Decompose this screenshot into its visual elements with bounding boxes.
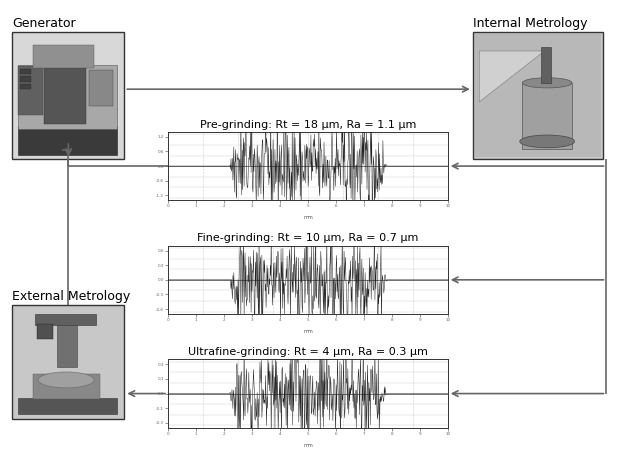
Bar xyxy=(12,32,124,159)
Text: Internal Metrology: Internal Metrology xyxy=(473,16,587,30)
Bar xyxy=(44,67,86,124)
Ellipse shape xyxy=(38,372,94,388)
Bar xyxy=(541,47,551,83)
Bar xyxy=(473,32,603,159)
Text: Ultrafine-grinding: Rt = 4 μm, Ra = 0.3 μm: Ultrafine-grinding: Rt = 4 μm, Ra = 0.3 … xyxy=(188,347,428,357)
Bar xyxy=(21,69,32,74)
Bar xyxy=(12,305,124,419)
Polygon shape xyxy=(479,51,545,102)
Bar xyxy=(522,83,572,149)
Text: Generator: Generator xyxy=(12,16,76,30)
Bar xyxy=(57,319,77,368)
Bar xyxy=(37,324,53,339)
Text: Fine-grinding: Rt = 10 μm, Ra = 0.7 μm: Fine-grinding: Rt = 10 μm, Ra = 0.7 μm xyxy=(197,233,419,243)
Text: External Metrology: External Metrology xyxy=(12,289,131,303)
Ellipse shape xyxy=(520,135,575,148)
Bar xyxy=(88,70,113,106)
Bar xyxy=(18,65,116,129)
Bar xyxy=(18,398,116,414)
Bar xyxy=(18,127,116,156)
Bar xyxy=(18,66,43,115)
Text: Pre-grinding: Rt = 18 μm, Ra = 1.1 μm: Pre-grinding: Rt = 18 μm, Ra = 1.1 μm xyxy=(200,120,416,130)
Bar xyxy=(35,314,96,325)
Bar xyxy=(32,374,100,399)
Bar xyxy=(21,84,32,89)
Bar xyxy=(475,35,601,157)
Ellipse shape xyxy=(522,78,572,88)
Bar xyxy=(32,45,94,67)
Bar xyxy=(21,76,32,81)
